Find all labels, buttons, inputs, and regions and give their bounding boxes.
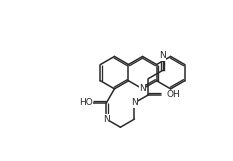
Text: N: N xyxy=(139,84,146,93)
Text: N: N xyxy=(159,51,166,60)
Text: N: N xyxy=(131,98,138,107)
Text: N: N xyxy=(103,115,110,124)
Text: OH: OH xyxy=(166,90,180,99)
Text: HO: HO xyxy=(79,98,93,107)
